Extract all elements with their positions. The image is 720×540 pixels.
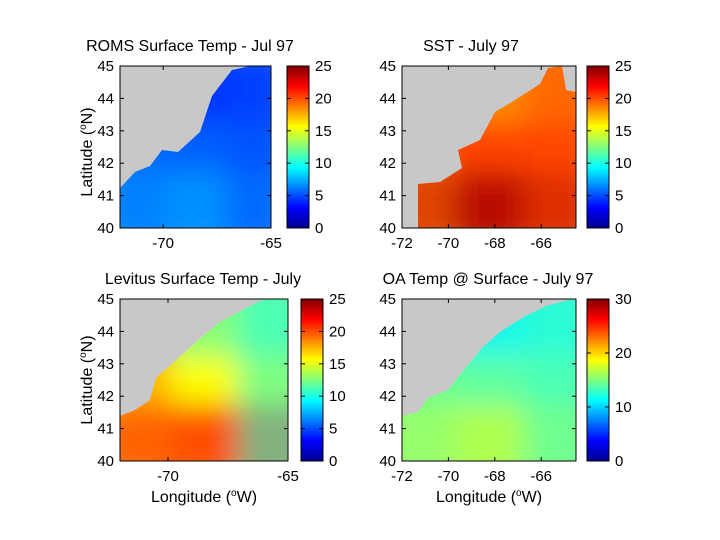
y-tick-label: 43 <box>97 356 114 373</box>
x-tick-label: -70 <box>438 235 460 252</box>
colorbar-tick-label: 25 <box>615 58 632 75</box>
y-tick-label: 44 <box>97 323 114 340</box>
ylabel-top: Latitude (oN) <box>78 107 96 196</box>
y-tick-label: 43 <box>379 356 396 373</box>
colorbar-tick-label: 25 <box>329 291 346 308</box>
y-tick-label: 44 <box>97 90 114 107</box>
panel-roms: ROMS Surface Temp - Jul 97 40 41 42 43 44 45 -… <box>86 38 332 252</box>
colorbar-tick-label: 15 <box>615 123 632 140</box>
colorbar <box>300 298 324 462</box>
panel-title: OA Temp @ Surface - July 97 <box>383 271 594 288</box>
x-tick-label: -68 <box>484 468 506 485</box>
x-tick-label: -65 <box>277 468 299 485</box>
colorbar-tick-label: 5 <box>315 188 323 205</box>
y-tick-label: 40 <box>97 453 114 470</box>
y-tick-label: 40 <box>379 220 396 237</box>
map-outline <box>401 298 577 462</box>
colorbar-tick-label: 20 <box>615 345 632 362</box>
ylabel-bottom: Latitude (oN) <box>78 335 96 424</box>
colorbar-tick-label: 20 <box>315 90 332 107</box>
colorbar-tick-label: 5 <box>615 188 623 205</box>
y-tick-label: 44 <box>379 90 396 107</box>
colorbar-tick-label: 0 <box>329 453 337 470</box>
x-tick-label: -66 <box>530 235 552 252</box>
colorbar-tick-label: 10 <box>329 388 346 405</box>
x-tick-label: -68 <box>484 235 506 252</box>
y-tick-label: 41 <box>379 188 396 205</box>
colorbar-tick-label: 0 <box>315 220 323 237</box>
x-tick-label: -72 <box>391 468 413 485</box>
panel-title: Levitus Surface Temp - July <box>105 271 301 288</box>
colorbar-tick-label: 5 <box>329 421 337 438</box>
y-tick-label: 42 <box>379 155 396 172</box>
colorbar <box>286 65 310 229</box>
colorbar <box>586 65 610 229</box>
map-outline <box>119 65 272 229</box>
y-tick-label: 40 <box>97 220 114 237</box>
y-tick-label: 45 <box>97 58 114 75</box>
y-tick-label: 41 <box>379 421 396 438</box>
map-outline <box>401 65 577 229</box>
panel-title: SST - July 97 <box>423 38 519 55</box>
panel-levitus: Levitus Surface Temp - July 40 41 42 43 44 45… <box>97 271 345 485</box>
xlabel-left: Longitude (oW) <box>151 488 257 506</box>
y-tick-label: 42 <box>379 388 396 405</box>
colorbar <box>586 298 610 462</box>
x-tick-label: -70 <box>438 468 460 485</box>
y-tick-label: 41 <box>97 188 114 205</box>
y-tick-label: 45 <box>97 291 114 308</box>
y-tick-label: 41 <box>97 421 114 438</box>
colorbar-tick-label: 10 <box>615 399 632 416</box>
y-tick-label: 45 <box>379 291 396 308</box>
y-tick-label: 40 <box>379 453 396 470</box>
y-tick-label: 45 <box>379 58 396 75</box>
x-tick-label: -70 <box>152 235 174 252</box>
y-tick-label: 44 <box>379 323 396 340</box>
panel-oa: OA Temp @ Surface - July 97 40 41 42 43 44 45… <box>379 271 631 485</box>
colorbar-tick-label: 10 <box>315 155 332 172</box>
y-tick-label: 43 <box>379 123 396 140</box>
colorbar-tick-label: 10 <box>615 155 632 172</box>
x-tick-label: -66 <box>530 468 552 485</box>
colorbar-tick-label: 0 <box>615 220 623 237</box>
panel-title: ROMS Surface Temp - Jul 97 <box>86 38 294 55</box>
panel-sst: SST - July 97 40 41 42 43 44 45 -72 -70 -68 -66 0 5… <box>379 38 631 252</box>
colorbar-tick-label: 20 <box>615 90 632 107</box>
xlabel-right: Longitude (oW) <box>436 488 542 506</box>
y-tick-label: 43 <box>97 123 114 140</box>
colorbar-tick-label: 15 <box>329 356 346 373</box>
y-tick-label: 42 <box>97 388 114 405</box>
colorbar-tick-label: 25 <box>315 58 332 75</box>
colorbar-tick-label: 30 <box>615 291 632 308</box>
map-outline <box>119 298 289 462</box>
x-tick-label: -70 <box>157 468 179 485</box>
colorbar-tick-label: 20 <box>329 323 346 340</box>
y-tick-label: 42 <box>97 155 114 172</box>
x-tick-label: -72 <box>391 235 413 252</box>
colorbar-tick-label: 0 <box>615 453 623 470</box>
x-tick-label: -65 <box>260 235 282 252</box>
colorbar-tick-label: 15 <box>315 123 332 140</box>
